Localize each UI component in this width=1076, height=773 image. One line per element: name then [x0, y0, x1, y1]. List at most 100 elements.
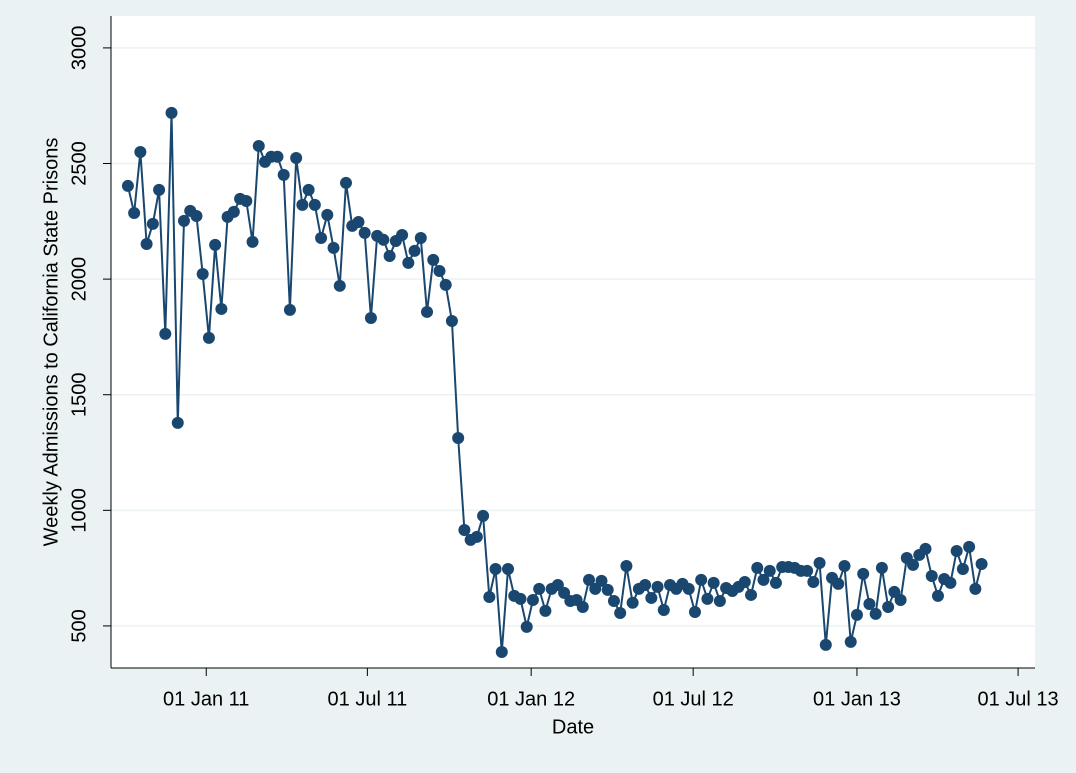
- marker: [458, 523, 471, 536]
- x-tick-label: 01 Jan 12: [487, 688, 575, 710]
- marker: [682, 582, 695, 595]
- marker: [483, 591, 496, 604]
- marker: [134, 145, 147, 158]
- marker: [396, 228, 409, 241]
- marker: [807, 575, 820, 588]
- marker: [352, 216, 365, 229]
- marker: [607, 594, 620, 607]
- marker: [252, 139, 265, 152]
- marker: [190, 209, 203, 222]
- marker: [950, 545, 963, 558]
- marker: [439, 278, 452, 291]
- marker: [408, 244, 421, 257]
- marker: [159, 327, 172, 340]
- marker: [177, 214, 190, 227]
- marker: [614, 606, 627, 619]
- marker: [445, 314, 458, 327]
- marker: [626, 596, 639, 609]
- marker: [495, 646, 508, 659]
- marker: [414, 231, 427, 244]
- marker: [165, 106, 178, 119]
- marker: [745, 588, 758, 601]
- x-axis-title: Date: [552, 716, 594, 738]
- marker: [838, 560, 851, 573]
- x-tick-label: 01 Jan 11: [163, 688, 249, 710]
- marker: [227, 205, 240, 218]
- marker: [520, 620, 533, 633]
- marker: [651, 580, 664, 593]
- marker: [140, 237, 153, 250]
- marker: [907, 558, 920, 571]
- marker: [850, 608, 863, 621]
- marker: [246, 235, 259, 248]
- marker: [645, 591, 658, 604]
- marker: [931, 589, 944, 602]
- marker: [290, 151, 303, 164]
- marker: [327, 241, 340, 254]
- y-tick-label: 2500: [68, 141, 90, 186]
- marker: [340, 176, 353, 189]
- marker: [576, 600, 589, 613]
- marker: [427, 253, 440, 266]
- marker: [489, 563, 502, 576]
- marker: [963, 540, 976, 553]
- marker: [128, 206, 141, 219]
- marker: [315, 231, 328, 244]
- marker: [969, 582, 982, 595]
- marker: [296, 198, 309, 211]
- marker: [695, 573, 708, 586]
- marker: [857, 567, 870, 580]
- marker: [514, 592, 527, 605]
- marker: [421, 305, 434, 318]
- y-axis-title: Weekly Admissions to California State Pr…: [40, 138, 62, 547]
- marker: [333, 279, 346, 292]
- y-tick-label: 3000: [68, 26, 90, 71]
- marker: [601, 583, 614, 596]
- marker: [146, 217, 159, 230]
- marker: [202, 331, 215, 344]
- marker: [639, 578, 652, 591]
- marker: [196, 268, 209, 281]
- marker: [757, 573, 770, 586]
- marker: [813, 557, 826, 570]
- marker: [302, 183, 315, 196]
- marker: [358, 226, 371, 239]
- marker: [539, 604, 552, 617]
- marker: [477, 509, 490, 522]
- marker: [121, 179, 134, 192]
- marker: [215, 302, 228, 315]
- marker: [707, 576, 720, 589]
- marker: [526, 594, 539, 607]
- marker: [383, 249, 396, 262]
- plot-area: [111, 16, 1035, 668]
- marker: [769, 576, 782, 589]
- marker: [888, 585, 901, 598]
- marker: [240, 194, 253, 207]
- marker: [751, 561, 764, 574]
- y-tick-label: 2000: [68, 257, 90, 302]
- marker: [713, 594, 726, 607]
- marker: [956, 563, 969, 576]
- marker: [944, 576, 957, 589]
- marker: [433, 265, 446, 278]
- marker: [533, 582, 546, 595]
- x-tick-label: 01 Jan 13: [813, 688, 901, 710]
- y-tick-label: 1000: [68, 488, 90, 533]
- marker: [863, 597, 876, 610]
- marker: [589, 582, 602, 595]
- marker: [919, 542, 932, 555]
- marker: [763, 564, 776, 577]
- marker: [688, 606, 701, 619]
- marker: [364, 311, 377, 324]
- x-tick-label: 01 Jul 11: [328, 688, 408, 710]
- marker: [171, 416, 184, 429]
- marker: [844, 635, 857, 648]
- marker: [738, 575, 751, 588]
- marker: [377, 233, 390, 246]
- x-tick-label: 01 Jul 13: [978, 688, 1059, 710]
- marker: [875, 561, 888, 574]
- marker: [308, 198, 321, 211]
- marker: [271, 150, 284, 163]
- marker: [975, 557, 988, 570]
